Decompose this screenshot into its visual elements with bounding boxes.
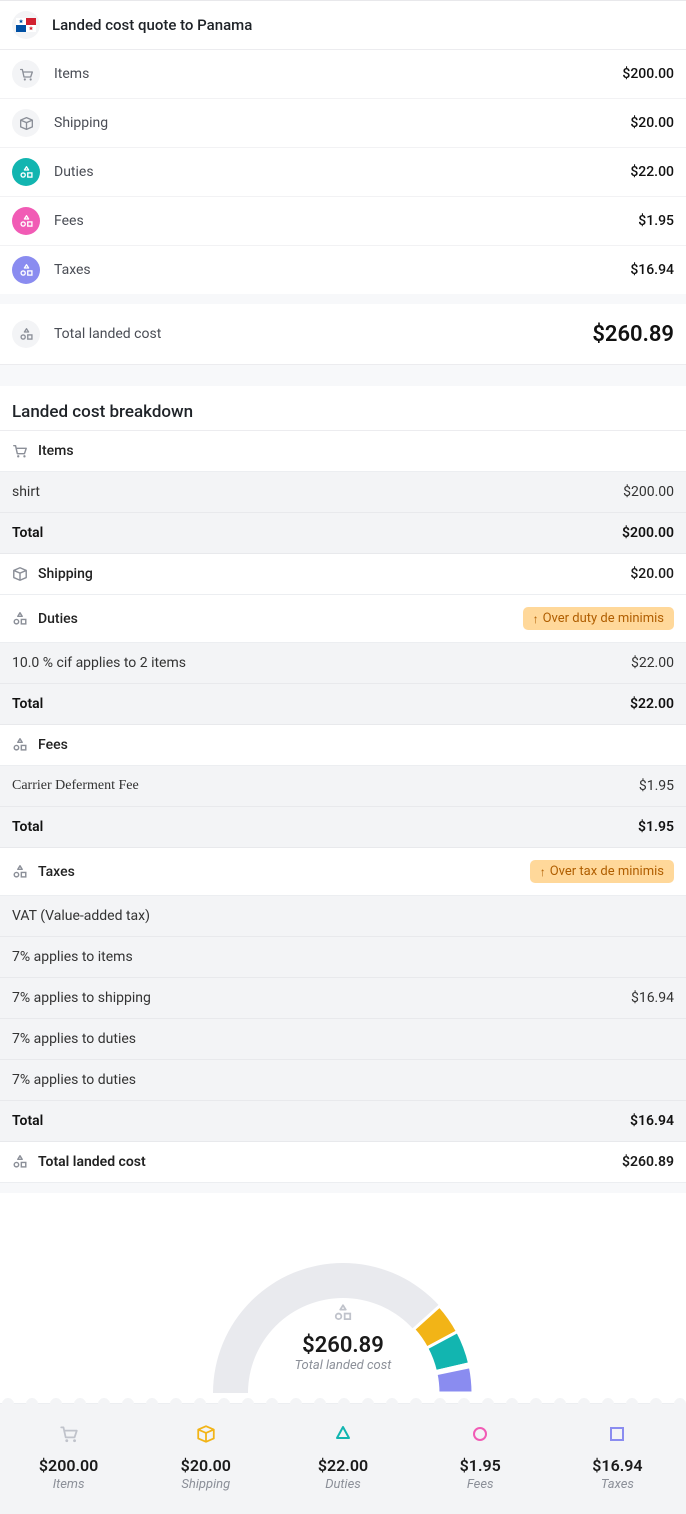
legend-shipping: $20.00 Shipping: [137, 1422, 274, 1492]
breakdown-taxes-vat: VAT (Value-added tax): [0, 896, 686, 937]
breakdown-fees-line: Carrier Deferment Fee $1.95: [0, 766, 686, 807]
summary-shipping-row: Shipping $20.00: [0, 99, 686, 148]
breakdown-title: Landed cost breakdown: [0, 386, 686, 431]
breakdown-taxes-line: 7% applies to items: [0, 937, 686, 978]
summary-value: $1.95: [638, 213, 674, 229]
over-duty-badge: ↑Over duty de minimis: [523, 607, 674, 630]
arrow-up-icon: ↑: [540, 865, 546, 879]
summary-total-row: Total landed cost $260.89: [0, 304, 686, 364]
summary-fees-row: Fees $1.95: [0, 197, 686, 246]
breakdown-duties-line: 10.0 % cif applies to 2 items $22.00: [0, 643, 686, 684]
breakdown-taxes-header: Taxes ↑Over tax de minimis: [0, 848, 686, 896]
legend-duties: $22.00 Duties: [274, 1422, 411, 1492]
chart-total-label: Total landed cost: [183, 1358, 503, 1373]
cart-icon: [12, 60, 40, 88]
shapes-icon: [12, 611, 28, 627]
breakdown-taxes-line: 7% applies to duties: [0, 1060, 686, 1101]
summary-label: Items: [54, 66, 608, 82]
breakdown-item-row: shirt $200.00: [0, 472, 686, 513]
breakdown-taxes-total: Total $16.94: [0, 1101, 686, 1142]
arrow-up-icon: ↑: [533, 612, 539, 626]
breakdown-taxes-line: 7% applies to duties: [0, 1019, 686, 1060]
square-icon: [549, 1422, 686, 1446]
shapes-icon: [12, 256, 40, 284]
summary-value: $20.00: [630, 115, 674, 131]
summary-label: Duties: [54, 164, 616, 180]
legend-items: $200.00 Items: [0, 1422, 137, 1492]
breakdown-fees-total: Total $1.95: [0, 807, 686, 848]
summary-value: $22.00: [630, 164, 674, 180]
shapes-icon: [12, 207, 40, 235]
circle-icon: [412, 1422, 549, 1446]
breakdown-duties-total: Total $22.00: [0, 684, 686, 725]
summary-value: $200.00: [622, 66, 674, 82]
breakdown-fees-header: Fees: [0, 725, 686, 766]
summary-label: Taxes: [54, 262, 616, 278]
chart-legend: $200.00 Items $20.00 Shipping $22.00 Dut…: [0, 1403, 686, 1514]
total-value: $260.89: [592, 322, 674, 347]
legend-fees: $1.95 Fees: [412, 1422, 549, 1492]
breakdown-grand-total: Total landed cost $260.89: [0, 1142, 686, 1183]
breakdown-items-total: Total $200.00: [0, 513, 686, 554]
summary-value: $16.94: [630, 262, 674, 278]
summary-label: Fees: [54, 213, 624, 229]
page-title: Landed cost quote to Panama: [52, 16, 252, 34]
semi-donut-chart: $260.89 Total landed cost: [183, 1223, 503, 1403]
shapes-icon: [333, 1303, 353, 1327]
shapes-icon: [12, 1154, 28, 1170]
quote-header: Landed cost quote to Panama: [0, 0, 686, 50]
total-label: Total landed cost: [54, 326, 578, 342]
shapes-icon: [12, 320, 40, 348]
breakdown-items-header: Items: [0, 431, 686, 472]
cart-icon: [0, 1422, 137, 1446]
breakdown-duties-header: Duties ↑Over duty de minimis: [0, 595, 686, 643]
breakdown-taxes-line: 7% applies to shipping $16.94: [0, 978, 686, 1019]
shapes-icon: [12, 737, 28, 753]
chart-total-value: $260.89: [183, 1333, 503, 1358]
legend-taxes: $16.94 Taxes: [549, 1422, 686, 1492]
cost-chart-card: $260.89 Total landed cost $200.00 Items …: [0, 1193, 686, 1514]
box-icon: [137, 1422, 274, 1446]
summary-items-row: Items $200.00: [0, 50, 686, 99]
shapes-icon: [12, 158, 40, 186]
box-icon: [12, 109, 40, 137]
country-flag-icon: [12, 11, 40, 39]
cart-icon: [12, 443, 28, 459]
breakdown-shipping-header: Shipping $20.00: [0, 554, 686, 595]
summary-label: Shipping: [54, 115, 616, 131]
triangle-icon: [274, 1422, 411, 1446]
box-icon: [12, 566, 28, 582]
shapes-icon: [12, 864, 28, 880]
summary-taxes-row: Taxes $16.94: [0, 246, 686, 294]
over-tax-badge: ↑Over tax de minimis: [530, 860, 674, 883]
summary-duties-row: Duties $22.00: [0, 148, 686, 197]
